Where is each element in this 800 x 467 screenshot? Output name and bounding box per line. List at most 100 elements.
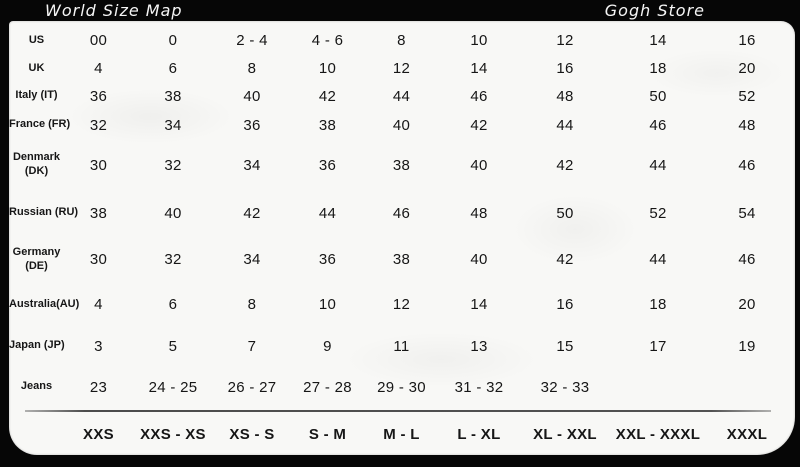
table-cell: 29 - 30: [377, 378, 426, 396]
size-letter-cell: XXXL: [726, 425, 768, 443]
table-cell: 42: [318, 87, 337, 105]
table-cell: 16: [556, 296, 574, 313]
footer-row: XXS XXS - XS XS - S S - M M - L L - XL XL - XX…: [9, 415, 789, 453]
table-cell: 34: [243, 156, 261, 174]
table-cell: 46: [470, 87, 488, 105]
size-letter-cell: M - L: [383, 425, 420, 443]
table-cell: 20: [738, 60, 756, 77]
size-letter-cell: XXS - XS: [140, 425, 206, 443]
table-cell: 44: [649, 251, 667, 268]
table-cell: 40: [470, 156, 488, 174]
table-cell: 26 - 27: [227, 378, 277, 396]
table-cell: 19: [738, 337, 756, 355]
table-cell: 4: [94, 60, 103, 77]
table-cell: 30: [89, 251, 108, 268]
table-cell: 42: [243, 204, 261, 222]
table-cell: 31 - 32: [454, 378, 504, 396]
table-cell: 3: [94, 337, 103, 355]
row-label: Russian (RU): [9, 206, 79, 219]
table-cell: 15: [556, 337, 574, 355]
scan-header-bar: World Size Map Gogh Store: [0, 0, 800, 22]
table-cell: 32: [164, 251, 182, 268]
table-cell: 32 - 33: [540, 378, 590, 396]
row-label: Japan (JP): [9, 339, 65, 352]
table-cell: 40: [392, 116, 411, 134]
table-cell: 2 - 4: [236, 32, 268, 49]
table-cell: 46: [649, 116, 667, 134]
table-cell: 18: [649, 60, 667, 77]
table-cell: 8: [247, 60, 257, 77]
table-cell: 16: [738, 32, 756, 49]
size-letter-cell: S - M: [308, 425, 347, 443]
table-cell: 42: [556, 156, 574, 174]
footer-spacer: [9, 415, 64, 453]
row-label: Australia(AU): [9, 297, 80, 310]
row-label: France (FR): [9, 118, 71, 131]
table-cell: 48: [556, 87, 574, 105]
table-row: France (FR) 32 34 36 38 40 42 44 46 48: [9, 110, 789, 140]
table-cell: 36: [318, 156, 337, 174]
size-letter-cell: XXS: [83, 425, 114, 443]
table-cell: 6: [168, 296, 178, 313]
table-cell: 10: [470, 32, 488, 49]
table-cell: 38: [392, 251, 411, 268]
table-cell: 40: [243, 87, 261, 105]
table-row: Australia(AU) 4 6 8 10 12 14 16 18 20: [9, 283, 789, 326]
table-cell: 9: [323, 337, 332, 355]
table-cell: 5: [168, 337, 178, 355]
table-cell: 40: [164, 204, 182, 222]
divider-line: [25, 410, 771, 412]
table-cell: 8: [247, 296, 257, 313]
table-cell: 12: [556, 32, 574, 49]
table-cell: 6: [168, 60, 178, 77]
table-row: Japan (JP) 3 5 7 9 11 13 15 17 19: [9, 326, 789, 366]
table-cell: 10: [318, 296, 337, 313]
table-cell: 14: [470, 296, 488, 313]
table-cell: 44: [556, 116, 574, 134]
table-cell: 30: [89, 156, 108, 174]
size-letter-cell: XS - S: [229, 425, 275, 443]
table-cell: 36: [89, 87, 108, 105]
table-cell: 52: [649, 204, 667, 222]
table-cell: 7: [247, 337, 257, 355]
table-cell: 10: [318, 60, 337, 77]
table-cell: 34: [243, 251, 261, 268]
row-label: Denmark (DK): [12, 151, 61, 177]
table-cell: 36: [318, 251, 337, 268]
table-cell: 46: [392, 204, 411, 222]
size-letter-cell: XXL - XXXL: [615, 425, 701, 443]
table-cell: 27 - 28: [303, 378, 352, 396]
store-name: Gogh Store: [604, 1, 705, 20]
table-cell: 46: [738, 156, 756, 174]
table-cell: [705, 366, 789, 408]
table-cell: 48: [738, 116, 756, 134]
row-label: Germany (DE): [12, 245, 61, 272]
table-cell: 4 - 6: [311, 32, 344, 49]
table-cell: 24 - 25: [148, 378, 198, 396]
table-cell: 42: [470, 116, 488, 134]
row-label: US: [28, 33, 45, 46]
table-row: Denmark (DK) 30 32 34 36 38 40 42 44 46: [9, 140, 789, 190]
table-cell: 36: [243, 116, 261, 134]
table-cell: 44: [649, 156, 667, 174]
table-cell: 14: [649, 32, 667, 49]
table-cell: 32: [89, 116, 108, 134]
table-cell: 12: [392, 296, 411, 313]
table-cell: 38: [89, 204, 108, 222]
table-cell: 20: [738, 296, 756, 313]
table-cell: 38: [318, 116, 337, 134]
table-cell: [611, 366, 705, 408]
table-cell: 50: [649, 87, 667, 105]
table-cell: 17: [649, 337, 667, 355]
table-cell: 40: [470, 251, 488, 268]
table-cell: 44: [392, 87, 411, 105]
table-cell: 16: [556, 60, 574, 77]
table-cell: 12: [392, 60, 411, 77]
page-title: World Size Map: [45, 1, 183, 20]
table-cell: 52: [738, 87, 756, 105]
table-cell: 54: [738, 204, 756, 222]
size-letter-cell: L - XL: [457, 425, 501, 443]
